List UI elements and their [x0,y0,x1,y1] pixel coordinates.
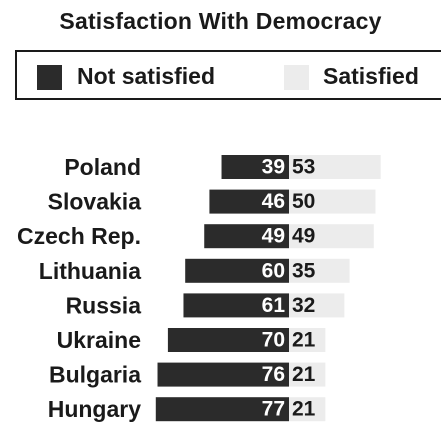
legend-swatch-satisfied [284,65,309,90]
bar-satisfied-bulgaria [289,362,326,387]
value-label-satisfied-poland: 53 [292,156,315,179]
value-label-satisfied-slovakia: 50 [292,190,315,213]
category-label-ukraine: Ukraine [57,327,141,353]
bar-satisfied-slovakia [289,189,376,214]
legend-label-satisfied: Satisfied [323,63,419,89]
bar-not-satisfied-czech-rep [204,224,289,249]
category-label-poland: Poland [64,154,141,180]
category-label-czech-rep: Czech Rep. [17,223,141,249]
value-label-not-satisfied-hungary: 77 [262,398,285,421]
value-label-not-satisfied-russia: 61 [262,294,286,317]
category-label-slovakia: Slovakia [48,189,142,215]
chart-title: Satisfaction With Democracy [59,8,382,34]
bar-not-satisfied-ukraine [167,328,289,352]
value-label-not-satisfied-czech-rep: 49 [262,225,285,248]
category-label-hungary: Hungary [48,396,142,422]
value-label-satisfied-ukraine: 21 [292,329,316,352]
category-label-russia: Russia [66,292,142,318]
category-label-bulgaria: Bulgaria [49,362,141,388]
value-label-satisfied-lithuania: 35 [292,259,316,282]
bar-satisfied-hungary [289,397,326,422]
value-label-not-satisfied-lithuania: 60 [262,259,285,282]
value-label-satisfied-russia: 32 [292,294,315,317]
value-label-satisfied-czech-rep: 49 [292,225,315,248]
value-label-not-satisfied-poland: 39 [262,156,285,179]
bar-not-satisfied-lithuania [185,258,289,283]
value-label-satisfied-bulgaria: 21 [292,363,316,386]
value-label-not-satisfied-slovakia: 46 [262,190,285,213]
bar-satisfied-russia [289,293,345,318]
bar-satisfied-ukraine [289,328,326,352]
bar-not-satisfied-bulgaria [157,362,289,387]
legend-label-not-satisfied: Not satisfied [77,63,216,89]
bar-not-satisfied-slovakia [209,189,289,214]
bar-satisfied-czech-rep [289,224,374,249]
value-label-satisfied-hungary: 21 [292,398,316,421]
value-label-not-satisfied-bulgaria: 76 [262,363,285,386]
bar-not-satisfied-russia [183,293,289,318]
category-label-lithuania: Lithuania [39,258,141,284]
value-label-not-satisfied-ukraine: 70 [262,329,285,352]
legend-swatch-not-satisfied [37,65,62,90]
bar-satisfied-lithuania [289,258,350,283]
bar-satisfied-poland [289,155,381,179]
bar-not-satisfied-poland [221,155,289,179]
bar-not-satisfied-hungary [155,397,289,422]
legend: Not satisfied Satisfied [15,50,441,100]
